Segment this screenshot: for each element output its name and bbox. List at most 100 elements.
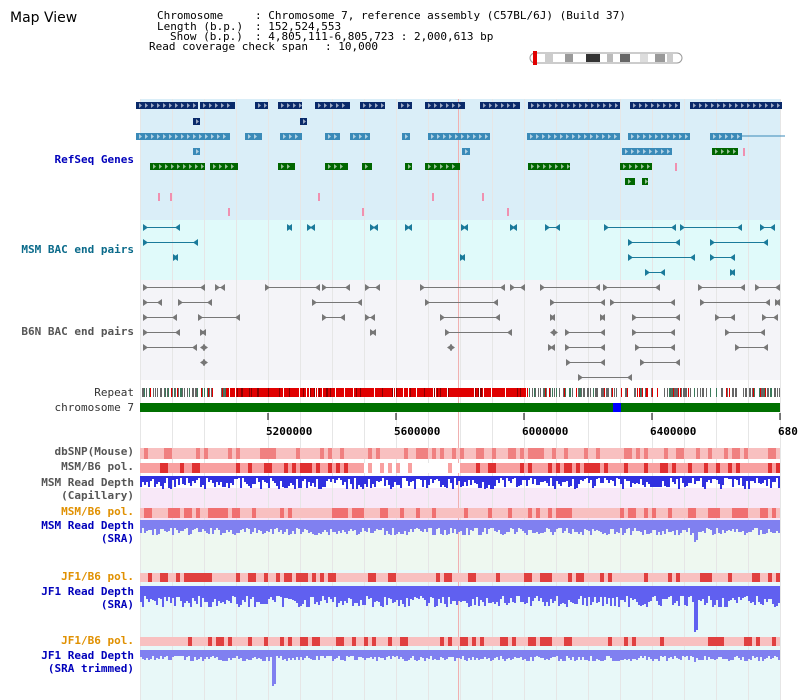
depth-bar <box>558 586 560 606</box>
depth-bar <box>430 520 432 528</box>
depth-bar <box>698 650 700 660</box>
heat-cell <box>368 573 372 582</box>
heat-cell <box>232 508 236 518</box>
depth-bar <box>398 476 400 485</box>
gene-strand-arrow <box>637 149 640 154</box>
heat-cell <box>164 573 168 582</box>
depth-bar <box>674 476 676 484</box>
depth-bar <box>620 520 622 528</box>
depth-bar <box>700 520 702 532</box>
heat-cell <box>456 448 460 459</box>
depth-bar <box>500 650 502 656</box>
heat-cell <box>276 573 280 582</box>
repeat-mark <box>278 388 279 397</box>
repeat-mark <box>388 388 389 397</box>
depth-bar <box>158 520 160 534</box>
depth-bar <box>540 520 542 533</box>
depth-bar <box>626 586 628 596</box>
depth-bar <box>568 586 570 600</box>
depth-bar <box>770 586 772 599</box>
depth-bar <box>154 586 156 601</box>
depth-bar <box>608 650 610 656</box>
heat-cell <box>512 508 516 518</box>
repeat-mark <box>480 388 481 397</box>
repeat-mark <box>227 388 228 397</box>
heat-cell <box>424 508 428 518</box>
depth-bar <box>546 650 548 659</box>
depth-bar <box>174 586 176 606</box>
repeat-mark <box>155 388 156 397</box>
depth-bar <box>338 586 340 603</box>
heat-cell <box>284 573 288 582</box>
heat-cell <box>372 448 376 459</box>
gene-strand-arrow <box>440 164 443 169</box>
gene-strand-arrow <box>193 134 196 139</box>
repeat-mark <box>519 388 520 397</box>
gene-strand-arrow <box>159 164 162 169</box>
depth-bar <box>744 476 746 489</box>
depth-bar <box>140 586 142 602</box>
depth-bar <box>516 520 518 532</box>
depth-bar <box>672 586 674 605</box>
depth-bar <box>268 650 270 661</box>
gene-strand-arrow <box>721 149 724 154</box>
heat-cell <box>388 573 392 582</box>
depth-bar <box>586 520 588 530</box>
depth-bar <box>528 650 530 661</box>
depth-bar <box>580 476 582 480</box>
repeat-mark <box>329 388 330 397</box>
repeat-mark <box>667 388 668 397</box>
heat-cell <box>540 637 544 646</box>
depth-bar <box>456 650 458 658</box>
gene-strand-arrow <box>199 134 202 139</box>
heat-cell <box>472 637 476 646</box>
heat-cell <box>308 508 312 518</box>
depth-bar <box>578 586 580 599</box>
repeat-mark <box>440 388 441 397</box>
repeat-mark <box>143 388 144 397</box>
heat-cell <box>716 573 720 582</box>
heat-cell <box>676 448 680 459</box>
ideogram-band <box>607 54 613 62</box>
depth-bar <box>386 520 388 531</box>
repeat-mark <box>314 388 315 397</box>
heat-cell <box>204 448 208 459</box>
depth-bar <box>352 586 354 606</box>
depth-bar <box>392 476 394 487</box>
heat-cell <box>352 637 356 646</box>
heat-cell <box>652 637 656 646</box>
heat-cell <box>396 508 400 518</box>
repeat-mark <box>716 388 717 397</box>
depth-bar <box>622 650 624 660</box>
heat-cell <box>192 573 196 582</box>
heat-cell <box>476 573 480 582</box>
gene-strand-arrow <box>431 134 434 139</box>
depth-bar <box>370 650 372 657</box>
depth-bar <box>364 650 366 660</box>
repeat-mark <box>272 388 273 397</box>
gene-strand-arrow <box>669 103 672 108</box>
depth-bar <box>646 476 648 482</box>
depth-bar <box>236 520 238 533</box>
coverage-value: : 10,000 <box>325 40 378 53</box>
heat-cell <box>340 463 344 473</box>
heat-cell <box>236 637 240 646</box>
heat-cell <box>168 463 172 473</box>
heat-cell <box>600 448 604 459</box>
depth-bar <box>496 476 498 480</box>
depth-bar <box>190 650 192 661</box>
heat-cell <box>544 573 548 582</box>
heat-cell <box>484 573 488 582</box>
heat-cell <box>728 448 732 459</box>
depth-bar <box>538 520 540 534</box>
depth-bar <box>362 586 364 605</box>
bac-end-marker <box>760 224 765 231</box>
repeat-mark <box>470 388 471 397</box>
depth-bar <box>144 650 146 660</box>
heat-cell <box>380 448 384 459</box>
repeat-mark <box>762 388 763 397</box>
depth-bar <box>342 476 344 485</box>
gene-strand-arrow <box>641 164 644 169</box>
depth-bar <box>672 650 674 659</box>
